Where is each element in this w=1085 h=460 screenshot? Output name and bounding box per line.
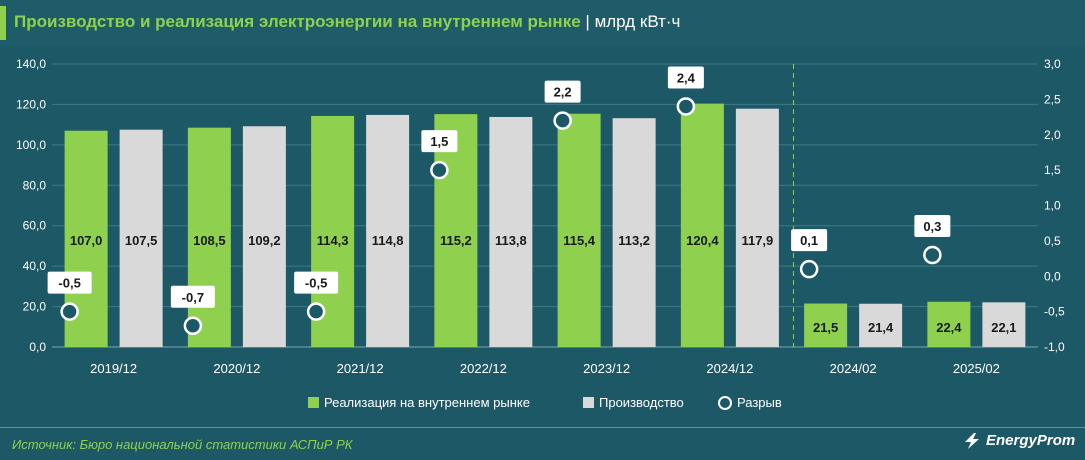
sales-bar	[557, 113, 601, 347]
gap-marker	[799, 259, 819, 279]
gap-value-label: 0,3	[923, 219, 941, 234]
sales-value-label: 22,4	[936, 320, 962, 335]
logo-text: EnergyProm	[986, 432, 1076, 449]
legend-sales-label: Реализация на внутреннем рынке	[324, 395, 530, 410]
gap-label-box	[544, 80, 581, 103]
title-bar: Производство и реализация электроэнергии…	[0, 0, 1085, 46]
source-note: Источник: Бюро национальной статистики А…	[12, 437, 353, 452]
gap-marker	[923, 245, 942, 265]
y-left-tick-label: 120,0	[16, 97, 46, 111]
gap-value-label: 0,1	[800, 233, 818, 248]
gap-label-box	[914, 215, 951, 238]
y-left-tick-label: 40,0	[23, 259, 47, 273]
y-left-tick-label: 140,0	[16, 57, 46, 71]
chart-svg: 0,0 20,0 40,0 60,0 80,0 100,0 120,0 140,0 -1,0 -0…	[16, 57, 1065, 410]
production-bar	[859, 303, 903, 347]
sales-value-label: 120,4	[686, 233, 719, 248]
gap-marker	[676, 97, 696, 116]
production-bar	[735, 108, 779, 347]
production-value-label: 117,9	[741, 233, 773, 248]
y-left-tick-label: 60,0	[23, 219, 47, 233]
production-value-label: 113,8	[495, 233, 527, 248]
gap-value-label: 1,5	[430, 134, 448, 149]
y-right-tick-label: 0,5	[1044, 234, 1061, 248]
gap-value-label: 2,4	[677, 70, 696, 85]
y-right-tick-label: -1,0	[1044, 340, 1065, 354]
legend-gap-label: Разрыв	[737, 395, 782, 410]
sales-value-label: 114,3	[317, 233, 349, 248]
sales-bar	[680, 103, 724, 347]
legend-sales-swatch	[308, 397, 319, 408]
sales-value-label: 108,5	[193, 233, 226, 248]
gap-label-box	[294, 271, 339, 294]
energyprom-logo: EnergyProm	[962, 432, 1075, 449]
y-left-tick-label: 20,0	[23, 300, 47, 314]
y-left-tick-label: 80,0	[23, 178, 47, 192]
gap-value-label: -0,5	[58, 276, 80, 291]
production-value-label: 22,1	[991, 320, 1016, 335]
sales-value-label: 115,2	[440, 233, 472, 248]
gap-marker	[306, 302, 326, 321]
production-value-label: 107,5	[125, 233, 158, 248]
gap-marker	[60, 302, 79, 321]
sales-value-label: 107,0	[70, 233, 103, 248]
legend-gap-marker	[718, 396, 732, 410]
title-separator: |	[585, 12, 590, 31]
production-bar	[242, 126, 286, 347]
production-bar	[489, 116, 533, 347]
production-bar	[119, 129, 163, 347]
sales-bar	[187, 127, 231, 347]
gap-label-box	[667, 66, 704, 89]
production-value-label: 21,4	[868, 320, 894, 335]
y-right-tick-label: 2,0	[1044, 128, 1061, 142]
sales-value-label: 115,4	[563, 233, 596, 248]
production-bar	[366, 114, 410, 347]
title-accent-bar	[0, 6, 6, 40]
y-right-tick-label: -0,5	[1044, 305, 1065, 319]
gap-marker	[430, 160, 449, 180]
x-tick-label: 2022/12	[460, 361, 507, 376]
y-right-tick-label: 0,0	[1044, 269, 1061, 283]
x-tick-label: 2019/12	[90, 361, 137, 376]
x-tick-label: 2021/12	[337, 361, 384, 376]
sales-bar	[804, 303, 848, 347]
chart-title-main: Производство и реализация электроэнергии…	[14, 12, 581, 31]
gap-value-label: 2,2	[554, 85, 572, 100]
production-bar	[982, 302, 1026, 347]
y-right-tick-label: 1,0	[1044, 199, 1061, 213]
sales-bar	[434, 114, 478, 347]
gap-label-box	[170, 285, 215, 308]
chart-panel: 0,0 20,0 40,0 60,0 80,0 100,0 120,0 140,0 -1,0 -0…	[8, 52, 1077, 422]
gap-label-box	[47, 271, 92, 294]
production-value-label: 109,2	[248, 233, 281, 248]
y-left-tick-label: 0,0	[29, 340, 46, 354]
gap-marker	[183, 316, 203, 336]
production-value-label: 113,2	[618, 233, 650, 248]
y-right-tick-label: 1,5	[1044, 163, 1061, 177]
y-right-tick-label: 3,0	[1044, 57, 1061, 71]
x-tick-label: 2024/02	[830, 361, 877, 376]
y-left-tick-label: 100,0	[16, 138, 46, 152]
title-unit: млрд кВт·ч	[594, 12, 681, 31]
x-tick-label: 2023/12	[583, 361, 630, 376]
gap-marker	[553, 111, 572, 130]
gap-value-label: -0,5	[305, 276, 327, 291]
production-bar	[612, 118, 656, 347]
y-right-tick-label: 2,5	[1044, 92, 1061, 106]
legend-production-label: Производство	[599, 395, 684, 410]
footer-divider	[0, 427, 1085, 428]
chart-title: Производство и реализация электроэнергии…	[14, 12, 680, 32]
gap-value-label: -0,7	[182, 290, 204, 305]
x-tick-label: 2020/12	[213, 361, 260, 376]
sales-bar	[927, 301, 971, 347]
x-tick-label: 2024/12	[706, 361, 753, 376]
production-value-label: 114,8	[372, 233, 404, 248]
x-tick-label: 2025/02	[953, 361, 1000, 376]
gap-label-box	[791, 229, 828, 252]
sales-value-label: 21,5	[813, 320, 838, 335]
logo-icon	[965, 432, 979, 449]
gap-label-box	[421, 130, 458, 153]
legend-production-swatch	[583, 397, 594, 408]
